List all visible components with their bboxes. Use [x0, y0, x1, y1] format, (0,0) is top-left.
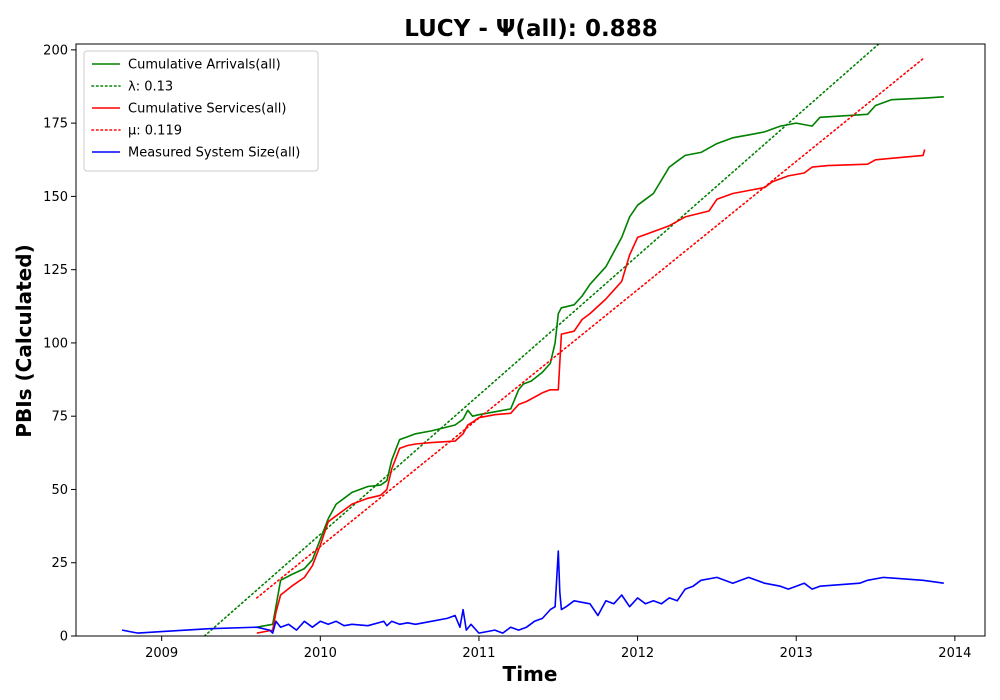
y-tick-label: 175: [43, 117, 68, 132]
series-line-0-13: [203, 44, 880, 636]
plot-area: [121, 44, 944, 636]
y-tick-label: 25: [51, 556, 68, 571]
legend: Cumulative Arrivals(all) λ: 0.13 Cumulativ…: [83, 50, 319, 172]
x-axis-label: Time: [503, 662, 558, 686]
x-tick-label: 2009: [145, 646, 178, 661]
y-tick-label: 125: [43, 263, 68, 278]
y-tick-label: 150: [43, 190, 68, 205]
y-tick-label: 75: [51, 410, 68, 425]
series-line-measured-system-size-all: [121, 550, 944, 634]
series-line-cumulative-arrivals-all: [256, 96, 944, 628]
x-tick-label: 2011: [462, 646, 495, 661]
y-tick-label: 200: [43, 43, 68, 58]
x-tick-label: 2010: [304, 646, 337, 661]
series-line-cumulative-services-all: [256, 149, 926, 634]
legend-label: Cumulative Arrivals(all): [128, 58, 281, 73]
y-axis: 0 25 50 75 100 125 150 175 200: [43, 43, 76, 645]
x-axis: 2009 2010 2011 2012 2013 2014: [145, 636, 971, 661]
legend-label: Cumulative Services(all): [128, 102, 286, 117]
legend-label: λ: 0.13: [128, 80, 173, 95]
y-tick-label: 100: [43, 336, 68, 351]
legend-label: Measured System Size(all): [128, 146, 300, 161]
y-axis-label: PBIs (Calculated): [12, 244, 36, 437]
series-line-0-119: [255, 57, 924, 599]
y-tick-label: 0: [60, 630, 68, 645]
chart-title: LUCY - Ψ(all): 0.888: [404, 16, 657, 42]
x-tick-label: 2014: [938, 646, 971, 661]
legend-label: μ: 0.119: [128, 124, 182, 139]
x-tick-label: 2013: [780, 646, 813, 661]
plot-frame: [75, 43, 986, 637]
legend-box: [83, 50, 319, 172]
x-tick-label: 2012: [621, 646, 654, 661]
y-tick-label: 50: [51, 483, 68, 498]
